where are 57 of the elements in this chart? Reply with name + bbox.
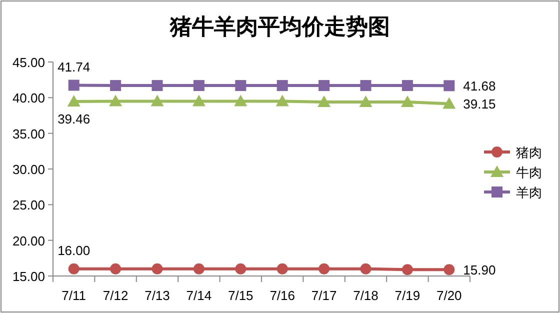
point — [276, 80, 288, 92]
point — [400, 95, 414, 107]
y-tick-label: 15.00 — [12, 269, 45, 284]
x-tick-label: 7/12 — [102, 288, 128, 303]
y-tick-label: 20.00 — [12, 233, 45, 248]
point — [318, 263, 330, 274]
x-tick-label: 7/15 — [228, 288, 254, 303]
x-tick-label: 7/11 — [62, 288, 86, 303]
point — [235, 263, 246, 274]
point — [444, 264, 455, 276]
point — [402, 80, 413, 92]
point — [68, 80, 80, 91]
x-tick-label: 7/13 — [144, 288, 170, 303]
point — [442, 97, 456, 109]
legend-label: 羊肉 — [516, 185, 542, 200]
data-label: 41.68 — [463, 78, 496, 94]
point — [150, 94, 164, 106]
point — [318, 95, 331, 107]
x-tick-label: 7/20 — [436, 288, 462, 303]
y-tick-label: 45.00 — [12, 55, 45, 70]
point — [235, 80, 246, 92]
y-tick-label: 25.00 — [12, 198, 45, 213]
point — [109, 94, 122, 106]
y-tick-label: 35.00 — [12, 126, 45, 142]
chart-title: 猪牛羊肉平均价走势图 — [169, 14, 390, 39]
point — [152, 80, 163, 92]
point — [110, 263, 122, 274]
x-tick-label: 7/14 — [186, 288, 212, 303]
point — [444, 80, 455, 92]
point — [68, 263, 80, 274]
point — [152, 263, 163, 274]
point — [193, 263, 204, 274]
point — [360, 263, 372, 274]
legend-label: 牛肉 — [516, 165, 542, 180]
x-tick-label: 7/18 — [353, 288, 378, 303]
point — [318, 80, 330, 92]
point — [67, 95, 80, 107]
point — [192, 94, 206, 106]
legend-label: 猪肉 — [516, 145, 542, 160]
data-label: 15.90 — [463, 262, 496, 278]
x-tick-label: 7/17 — [311, 288, 337, 303]
point — [276, 94, 289, 106]
point — [110, 80, 122, 92]
point — [359, 95, 372, 107]
point — [276, 263, 288, 274]
point — [234, 94, 248, 106]
point — [402, 264, 413, 276]
y-tick-label: 40.00 — [12, 90, 45, 106]
x-tick-label: 7/16 — [270, 288, 296, 303]
data-label: 39.46 — [58, 112, 90, 127]
data-label: 39.15 — [463, 96, 496, 112]
data-label: 41.74 — [58, 59, 90, 74]
data-label: 16.00 — [58, 242, 90, 258]
point — [193, 80, 204, 92]
point — [360, 80, 372, 92]
y-tick-label: 30.00 — [12, 162, 45, 177]
x-tick-label: 7/19 — [394, 288, 420, 303]
